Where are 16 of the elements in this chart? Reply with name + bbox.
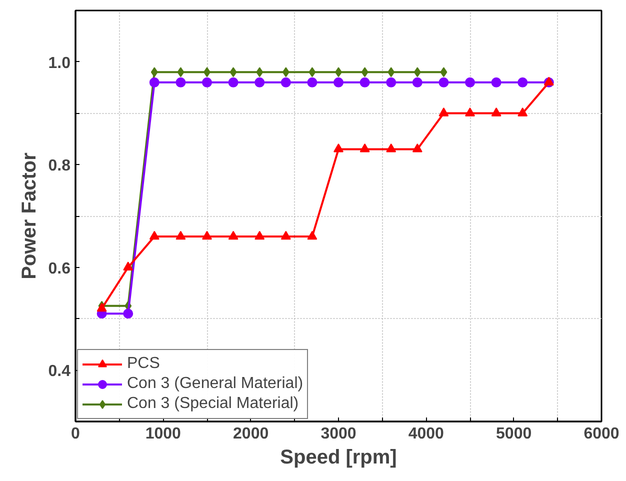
- x-tick-label: 1000: [145, 426, 182, 442]
- legend-label: PCS: [127, 355, 160, 373]
- x-axis-title: Speed [rpm]: [280, 446, 397, 468]
- x-tick-label: 6000: [584, 426, 620, 442]
- y-tick-label: 0.4: [48, 363, 71, 380]
- y-tick-label: 1.0: [48, 54, 71, 72]
- x-tick-label: 3000: [320, 426, 356, 442]
- y-tick-label: 0.8: [48, 158, 71, 175]
- legend-label: Con 3 (Special Material): [127, 395, 299, 413]
- x-tick-label: 5000: [496, 426, 532, 442]
- y-axis-title: Power Factor: [18, 152, 40, 280]
- x-tick-label: 2000: [233, 426, 269, 442]
- x-tick-label: 4000: [408, 426, 444, 442]
- x-tick-label: 0: [71, 426, 80, 442]
- legend-label: Con 3 (General Material): [127, 375, 304, 393]
- y-tick-label: 0.6: [48, 260, 71, 278]
